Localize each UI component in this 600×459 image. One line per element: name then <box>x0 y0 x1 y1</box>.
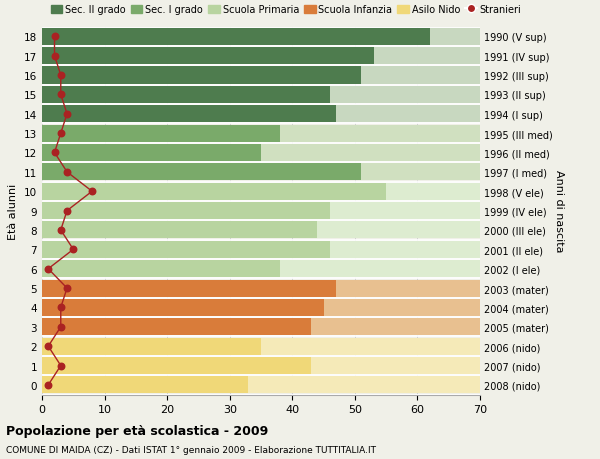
Bar <box>42 48 480 65</box>
Bar <box>42 222 317 239</box>
Bar <box>42 106 480 123</box>
Bar <box>42 125 480 142</box>
Point <box>56 362 65 369</box>
Bar <box>42 145 480 162</box>
Text: COMUNE DI MAIDA (CZ) - Dati ISTAT 1° gennaio 2009 - Elaborazione TUTTITALIA.IT: COMUNE DI MAIDA (CZ) - Dati ISTAT 1° gen… <box>6 445 376 454</box>
Point <box>56 72 65 79</box>
Y-axis label: Anni di nascita: Anni di nascita <box>554 170 564 252</box>
Bar <box>42 357 480 374</box>
Bar <box>42 183 480 200</box>
Point <box>62 207 72 215</box>
Bar <box>42 106 336 123</box>
Bar <box>42 202 330 220</box>
Point <box>43 343 53 350</box>
Point <box>62 169 72 176</box>
Point <box>50 34 59 41</box>
Bar <box>42 357 311 374</box>
Point <box>56 130 65 138</box>
Point <box>87 188 97 196</box>
Bar <box>42 29 480 46</box>
Point <box>50 53 59 60</box>
Bar <box>42 48 374 65</box>
Bar <box>42 67 361 84</box>
Bar <box>42 261 480 278</box>
Point <box>43 381 53 389</box>
Bar <box>42 87 480 104</box>
Point <box>50 150 59 157</box>
Bar <box>42 67 480 84</box>
Bar <box>42 241 330 258</box>
Bar <box>42 222 480 239</box>
Point <box>43 265 53 273</box>
Bar <box>42 338 261 355</box>
Bar <box>42 299 480 316</box>
Bar <box>42 338 480 355</box>
Bar <box>42 376 480 393</box>
Bar <box>42 202 480 220</box>
Point <box>56 91 65 99</box>
Bar <box>42 241 480 258</box>
Bar <box>42 376 248 393</box>
Bar <box>42 280 336 297</box>
Y-axis label: Età alunni: Età alunni <box>8 183 19 239</box>
Bar <box>42 299 323 316</box>
Text: Popolazione per età scolastica - 2009: Popolazione per età scolastica - 2009 <box>6 424 268 437</box>
Bar <box>42 145 261 162</box>
Point <box>62 285 72 292</box>
Bar <box>42 261 280 278</box>
Bar <box>42 125 280 142</box>
Bar <box>42 164 361 181</box>
Point <box>68 246 78 253</box>
Bar <box>42 164 480 181</box>
Point <box>56 227 65 234</box>
Bar <box>42 183 386 200</box>
Bar <box>42 87 330 104</box>
Bar <box>42 319 480 336</box>
Legend: Sec. II grado, Sec. I grado, Scuola Primaria, Scuola Infanzia, Asilo Nido, Stran: Sec. II grado, Sec. I grado, Scuola Prim… <box>47 1 526 19</box>
Bar <box>42 319 311 336</box>
Point <box>62 111 72 118</box>
Bar <box>42 280 480 297</box>
Point <box>56 304 65 312</box>
Bar <box>42 29 430 46</box>
Point <box>56 324 65 331</box>
